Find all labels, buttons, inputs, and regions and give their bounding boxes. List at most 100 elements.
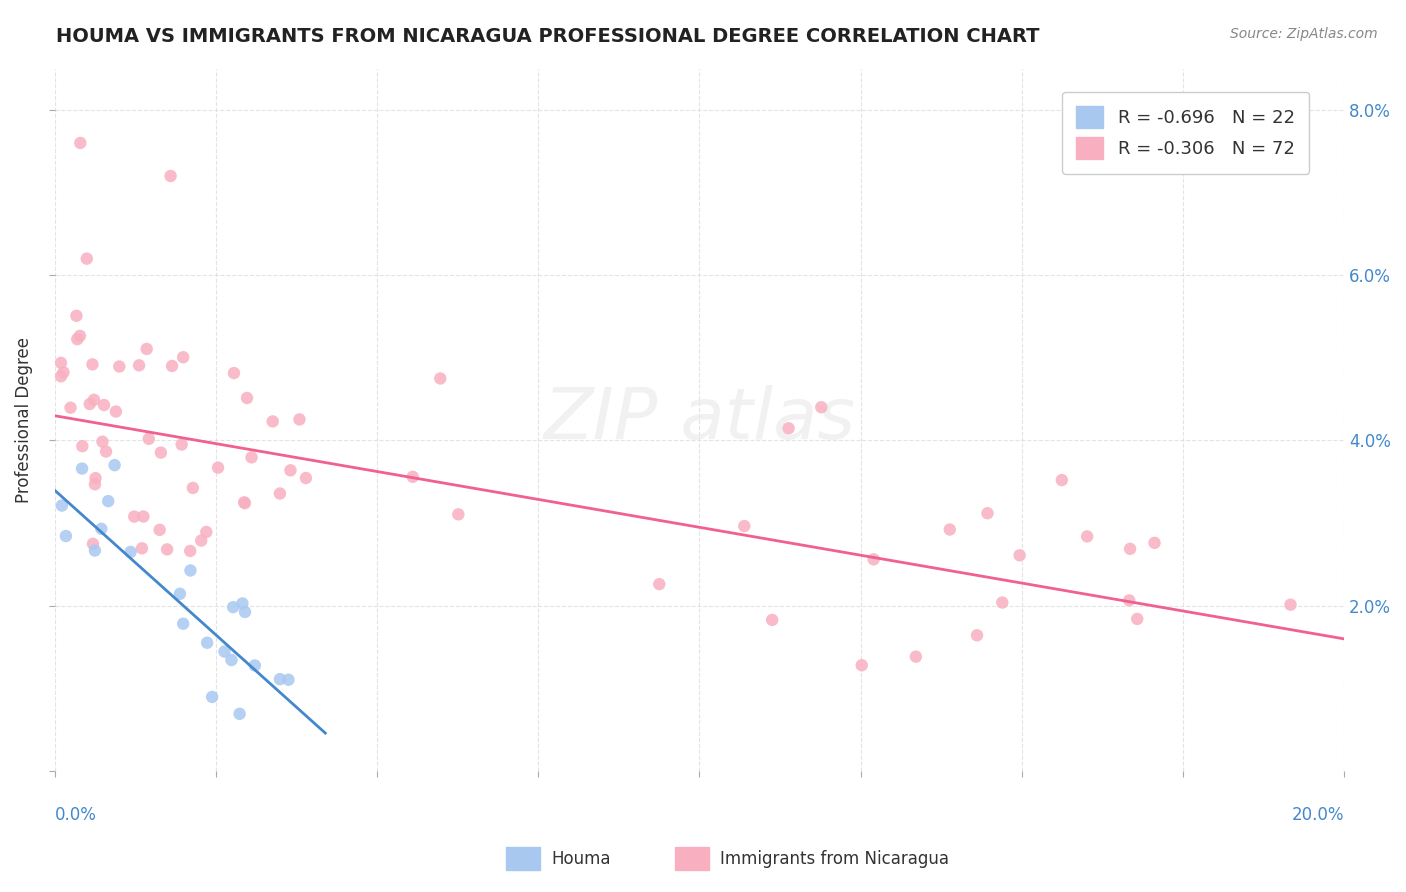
Point	[295, 471, 318, 485]
Point	[72, 439, 94, 453]
Point	[1279, 598, 1302, 612]
Point	[195, 636, 218, 650]
Point	[49, 369, 72, 384]
Point	[172, 351, 194, 365]
Point	[69, 136, 91, 150]
Point	[159, 169, 181, 183]
Point	[862, 552, 884, 566]
Point	[1118, 593, 1140, 607]
Point	[236, 391, 259, 405]
Point	[94, 444, 117, 458]
Point	[69, 329, 91, 343]
Point	[228, 706, 250, 721]
Point	[104, 404, 127, 418]
Point	[429, 371, 451, 385]
Point	[648, 577, 671, 591]
Point	[221, 653, 243, 667]
Point	[778, 421, 800, 435]
Bar	[675, 847, 709, 870]
Point	[991, 596, 1014, 610]
Point	[222, 366, 245, 380]
Point	[82, 537, 104, 551]
Point	[280, 463, 302, 477]
Point	[76, 252, 98, 266]
Point	[277, 673, 299, 687]
Point	[262, 414, 284, 428]
Point	[810, 401, 832, 415]
Point	[93, 398, 115, 412]
Point	[65, 309, 87, 323]
Point	[243, 658, 266, 673]
Point	[207, 460, 229, 475]
Point	[131, 541, 153, 556]
Point	[156, 542, 179, 557]
Point	[1076, 529, 1098, 543]
Point	[231, 596, 253, 610]
Point	[851, 658, 873, 673]
Point	[1126, 612, 1149, 626]
Point	[195, 524, 218, 539]
Point	[90, 522, 112, 536]
Point	[233, 496, 256, 510]
Point	[97, 494, 120, 508]
Point	[83, 543, 105, 558]
Point	[59, 401, 82, 415]
Point	[214, 644, 236, 658]
Point	[104, 458, 127, 472]
Point	[447, 508, 470, 522]
Point	[269, 486, 291, 500]
Point	[52, 365, 75, 379]
Text: Immigrants from Nicaragua: Immigrants from Nicaragua	[720, 849, 949, 868]
Point	[733, 519, 755, 533]
Legend: R = -0.696   N = 22, R = -0.306   N = 72: R = -0.696 N = 22, R = -0.306 N = 72	[1062, 92, 1309, 174]
Point	[269, 672, 291, 686]
Text: ZIP atlas: ZIP atlas	[543, 385, 855, 454]
Text: 0.0%: 0.0%	[55, 806, 97, 824]
Point	[135, 342, 157, 356]
Point	[132, 509, 155, 524]
Point	[761, 613, 783, 627]
Point	[82, 357, 104, 371]
Point	[939, 523, 962, 537]
Point	[160, 359, 183, 373]
Point	[190, 533, 212, 548]
Point	[288, 412, 311, 426]
Point	[122, 509, 145, 524]
Point	[108, 359, 131, 374]
Point	[976, 506, 998, 520]
Text: HOUMA VS IMMIGRANTS FROM NICARAGUA PROFESSIONAL DEGREE CORRELATION CHART: HOUMA VS IMMIGRANTS FROM NICARAGUA PROFE…	[56, 27, 1040, 45]
Y-axis label: Professional Degree: Professional Degree	[15, 337, 32, 503]
Point	[128, 359, 150, 373]
Text: Source: ZipAtlas.com: Source: ZipAtlas.com	[1230, 27, 1378, 41]
Point	[966, 628, 988, 642]
Point	[83, 477, 105, 491]
Point	[120, 545, 142, 559]
Point	[233, 605, 256, 619]
Point	[149, 523, 172, 537]
Text: Houma: Houma	[551, 849, 610, 868]
Point	[66, 332, 89, 346]
Point	[222, 600, 245, 615]
Point	[149, 445, 172, 459]
Point	[402, 470, 425, 484]
Point	[51, 499, 73, 513]
Point	[179, 544, 201, 558]
Point	[170, 437, 193, 451]
Point	[181, 481, 204, 495]
Point	[55, 529, 77, 543]
Point	[904, 649, 927, 664]
Point	[1050, 473, 1073, 487]
Bar	[506, 847, 540, 870]
Text: 20.0%: 20.0%	[1292, 806, 1344, 824]
Point	[138, 432, 160, 446]
Point	[233, 495, 256, 509]
Point	[83, 392, 105, 407]
Point	[70, 461, 93, 475]
Point	[79, 397, 101, 411]
Point	[169, 587, 191, 601]
Point	[1008, 549, 1031, 563]
Point	[49, 356, 72, 370]
Point	[1119, 541, 1142, 556]
Point	[91, 434, 114, 449]
Point	[240, 450, 263, 465]
